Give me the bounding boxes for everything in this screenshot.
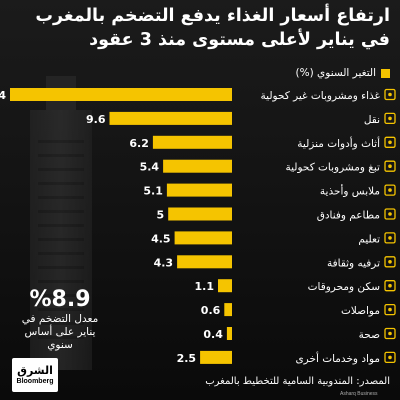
- minaret-silhouette: [30, 76, 92, 370]
- value-label-8: 1.1: [195, 280, 215, 293]
- clothing-icon: [384, 184, 396, 196]
- bar-5: [168, 207, 232, 221]
- category-label-8: سكن ومحروقات: [308, 281, 380, 293]
- health-icon: [384, 327, 396, 340]
- value-label-5: 5: [157, 209, 165, 222]
- category-label-5: مطاعم وفنادق: [317, 210, 380, 222]
- inflation-label-line-2: يناير على أساس: [24, 326, 96, 338]
- inflation-label-line-3: سنوي: [47, 339, 73, 351]
- bar-9: [224, 303, 232, 317]
- value-label-11: 2.5: [177, 352, 197, 365]
- phone-icon: [384, 303, 396, 316]
- category-label-1: نقل: [364, 114, 380, 126]
- bar-0: [10, 88, 232, 101]
- food-icon: [384, 88, 396, 101]
- house-icon: [384, 280, 396, 292]
- value-label-1: 9.6: [86, 113, 106, 126]
- chart-legend: التغير السنوي (%): [296, 66, 390, 80]
- value-label-7: 4.3: [154, 256, 174, 269]
- value-label-6: 4.5: [151, 232, 171, 245]
- asharq-bloomberg-logo: الشرق Bloomberg: [12, 358, 58, 392]
- category-label-7: ترفيه وثقافة: [327, 257, 380, 269]
- bar-6: [174, 231, 232, 245]
- tobacco-icon: [384, 160, 396, 172]
- bar-3: [163, 159, 232, 173]
- bar-11: [200, 350, 232, 364]
- title-line-2: في يناير لأعلى مستوى منذ 3 عقود: [89, 30, 390, 50]
- legend-swatch: [381, 68, 390, 78]
- leisure-icon: [384, 256, 396, 268]
- education-icon: [384, 232, 396, 244]
- bar-2: [152, 135, 232, 149]
- value-label-10: 0.4: [203, 328, 223, 341]
- bar-1: [109, 111, 232, 125]
- inflation-callout: %8.9 معدل التضخم في يناير على أساس سنوي: [14, 287, 106, 352]
- logo-english: Bloomberg: [16, 378, 54, 385]
- category-label-10: صحة: [359, 329, 380, 341]
- category-label-4: ملابس وأحذية: [320, 184, 380, 198]
- category-label-6: تعليم: [358, 233, 380, 245]
- value-label-2: 6.2: [129, 137, 149, 150]
- value-label-0: 17.4: [0, 89, 6, 102]
- title-line-1: ارتفاع أسعار الغذاء يدفع التضخم بالمغرب: [35, 6, 390, 26]
- restaurant-icon: [384, 208, 396, 220]
- other-goods-icon: [384, 351, 396, 364]
- category-label-0: غذاء ومشروبات غير كحولية: [261, 90, 381, 102]
- bar-10: [226, 327, 232, 340]
- bar-4: [166, 183, 232, 197]
- bar-7: [177, 255, 232, 269]
- value-label-9: 0.6: [201, 304, 221, 317]
- category-label-9: مواصلات: [341, 305, 380, 317]
- inflation-label-line-1: معدل التضخم في: [21, 313, 99, 325]
- bar-8: [218, 279, 232, 293]
- car-icon: [384, 112, 396, 125]
- logo-arabic: الشرق: [17, 364, 53, 377]
- value-label-4: 5.1: [143, 185, 163, 198]
- value-label-3: 5.4: [140, 161, 160, 174]
- category-label-11: مواد وخدمات أخرى: [295, 351, 380, 365]
- legend-label: التغير السنوي (%): [295, 67, 376, 79]
- sofa-icon: [384, 136, 396, 148]
- inflation-value: %8.9: [29, 287, 91, 312]
- category-label-3: تبغ ومشروبات كحولية: [286, 162, 381, 174]
- watermark: Asharq Business: [340, 391, 378, 397]
- chart-title: ارتفاع أسعار الغذاء يدفع التضخم بالمغرب …: [10, 4, 390, 52]
- source-note: المصدر: المندوبية السامية للتخطيط بالمغر…: [205, 376, 390, 387]
- category-label-2: أثاث وأدوات منزلية: [297, 136, 380, 150]
